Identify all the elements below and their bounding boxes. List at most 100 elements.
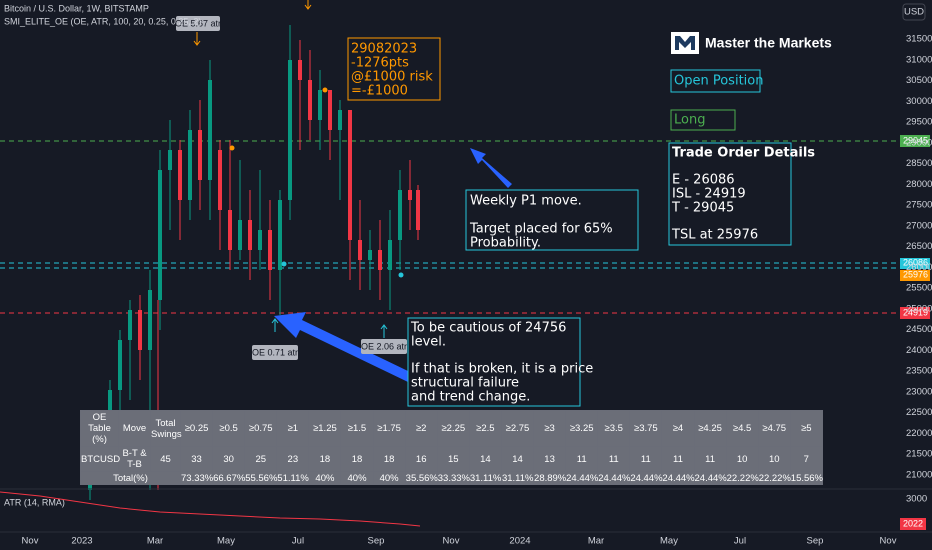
- details-line: ISL - 24919: [672, 187, 746, 202]
- price-axis-label: 25500: [906, 283, 932, 294]
- table-cell: ≥1.75: [372, 409, 406, 448]
- table-cell: Move: [118, 409, 151, 448]
- caution-line: If that is broken, it is a price: [411, 362, 593, 377]
- result-line: @£1000 risk: [351, 70, 433, 85]
- table-row: BTCUSD B-T & T-B 45 33 30 25 23 18 18 18 16 15 14 14 1…: [80, 446, 823, 473]
- price-tag-label: 25976: [903, 269, 928, 279]
- oe-label: OE 5.67 atr: [175, 18, 221, 28]
- price-axis-label: 24500: [906, 324, 932, 335]
- table-row: Total(%) 73.33% 66.67% 55.56% 51.11% 40% 40% 40…: [80, 471, 824, 485]
- result-line: =-£1000: [351, 84, 408, 99]
- table-cell: ≥4: [661, 409, 695, 448]
- table-cell: 24.44%: [661, 471, 695, 485]
- position: Open Position: [674, 74, 763, 89]
- table-cell: 24.44%: [629, 471, 663, 485]
- price-tag: [900, 135, 930, 147]
- weekly-line: Target placed for 65%: [469, 222, 613, 237]
- oe-label-bg: [176, 16, 220, 31]
- table-cell: 11: [565, 446, 599, 473]
- currency-btn[interactable]: [902, 3, 926, 21]
- time-axis-label: Nov: [443, 536, 460, 547]
- table-cell: ≥3.25: [565, 409, 599, 448]
- price-axis-label: 23500: [906, 366, 932, 377]
- table-cell: ≥3.5: [597, 409, 631, 448]
- weekly-box: [465, 189, 639, 251]
- time-axis-label: Nov: [880, 536, 897, 547]
- table-cell: ≥2: [404, 409, 438, 448]
- time-axis-label: Mar: [147, 536, 163, 547]
- table-cell: 73.33%: [179, 471, 214, 485]
- table-cell: 66.67%: [212, 471, 246, 485]
- table-cell: ≥0.5: [212, 409, 246, 448]
- table-cell: Total(%): [80, 471, 181, 485]
- table-cell: 40%: [372, 471, 406, 485]
- price-tag-label: 24919: [903, 307, 928, 317]
- signal-dot: [281, 261, 287, 267]
- time-axis-label: Nov: [22, 536, 39, 547]
- price-axis-label: 24000: [906, 345, 932, 356]
- time-axis-label: Sep: [368, 536, 385, 547]
- price-axis-label: 23000: [906, 386, 932, 397]
- price-tag-label: 29045: [903, 135, 928, 145]
- table-cell: 40%: [340, 471, 374, 485]
- table-cell: 31.11%: [500, 471, 535, 485]
- price-tag: [900, 270, 930, 281]
- table-cell: 30: [212, 446, 246, 473]
- currency[interactable]: USD: [904, 7, 924, 18]
- position-box: [670, 69, 761, 93]
- signal-dot: [398, 272, 404, 278]
- table-cell: 11: [661, 446, 695, 473]
- time-axis-label: Jul: [292, 536, 304, 547]
- oe-arrow: [271, 318, 279, 332]
- table-cell: OE Table (%): [80, 409, 119, 448]
- brand-logo-mark: [675, 36, 695, 50]
- price-axis-label: 30000: [906, 96, 932, 107]
- table-cell: 7: [789, 446, 823, 473]
- pointer-arrow: [470, 148, 512, 188]
- table-cell: 14: [500, 446, 535, 473]
- table-cell: 35.56%: [404, 471, 438, 485]
- table-cell: 11: [597, 446, 631, 473]
- price-axis-label: 28500: [906, 158, 932, 169]
- table-cell: 22.22%: [725, 471, 759, 485]
- price-axis-label: 29500: [906, 117, 932, 128]
- price-tag: [900, 307, 930, 319]
- caution-line: To be cautious of 24756: [410, 321, 566, 336]
- price-axis-label: 30500: [906, 75, 932, 86]
- table-cell: 15: [436, 446, 470, 473]
- table-cell: B-T & T-B: [118, 446, 151, 473]
- price-axis-label: 26500: [906, 241, 932, 252]
- result-line: -1276pts: [351, 56, 409, 71]
- table-cell: 11: [693, 446, 727, 473]
- price-tag-label: 26086: [903, 257, 928, 267]
- details-box: [668, 142, 792, 246]
- atr-label: ATR (14, RMA): [4, 497, 65, 507]
- price-axis-label: 21500: [906, 449, 932, 460]
- table-cell: 15.56%: [789, 471, 824, 485]
- table-cell: 45: [150, 446, 181, 473]
- table-cell: 33: [179, 446, 214, 473]
- table-cell: ≥2.5: [468, 409, 502, 448]
- time-axis-label: Jul: [734, 536, 746, 547]
- table-cell: ≥2.75: [500, 409, 535, 448]
- caution-line: level.: [411, 335, 446, 350]
- table-cell: ≥3: [533, 409, 567, 448]
- direction: Long: [674, 113, 705, 128]
- table-cell: ≥1.25: [308, 409, 342, 448]
- table-cell: ≥0.25: [179, 409, 214, 448]
- table-cell: 24.44%: [597, 471, 631, 485]
- atr-line: [0, 491, 421, 527]
- time-axis-label: May: [660, 536, 678, 547]
- atr-tag: [900, 518, 926, 530]
- table-cell: 23: [276, 446, 310, 473]
- details-line: E - 26086: [672, 173, 735, 188]
- red-bodies: [138, 60, 420, 350]
- pointer-arrow: [274, 312, 410, 382]
- table-cell: ≥4.75: [757, 409, 791, 448]
- table-cell: 25: [244, 446, 278, 473]
- table-cell: 10: [725, 446, 759, 473]
- time-axis-label: Mar: [588, 536, 604, 547]
- table-cell: 24.44%: [565, 471, 599, 485]
- oe-label-bg: [252, 345, 298, 360]
- price-axis-label: 22000: [906, 428, 932, 439]
